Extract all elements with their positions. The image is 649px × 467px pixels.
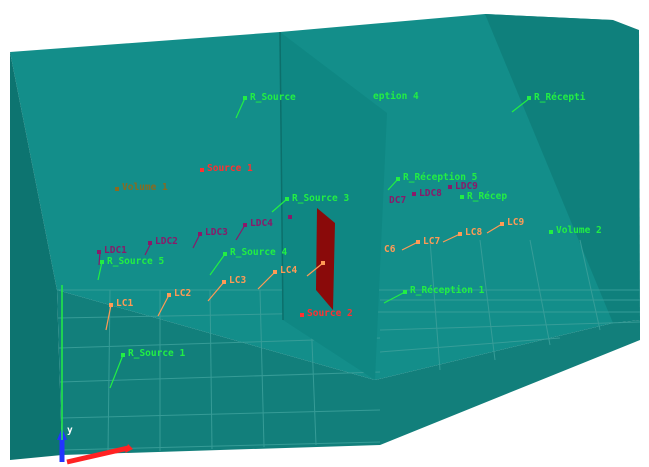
- label-lc7: LC7: [423, 236, 440, 247]
- label-ldc7: DC7: [389, 195, 406, 206]
- label-source-2: Source 2: [307, 308, 353, 319]
- label-volume-1: Volume 1: [122, 182, 168, 193]
- label-lc9: LC9: [507, 217, 524, 228]
- label-r-source-top: R_Source: [250, 92, 296, 103]
- label-lc6: C6: [384, 244, 396, 255]
- label-lc1: LC1: [116, 298, 133, 309]
- marker-connectors: [97, 97, 531, 389]
- label-r-reception-1: R_Réception 1: [410, 285, 485, 296]
- label-ldc3: LDC3: [205, 227, 228, 238]
- partition-edge: [279, 31, 284, 321]
- partition-wall: [280, 32, 387, 380]
- door-opening: [316, 208, 335, 310]
- label-lc4: LC4: [280, 265, 297, 276]
- label-r-source-3: R_Source 3: [292, 193, 349, 204]
- label-r-source-4: R_Source 4: [230, 247, 287, 258]
- label-lc2: LC2: [174, 288, 191, 299]
- label-lc8: LC8: [465, 227, 482, 238]
- label-reception-4: eption 4: [373, 91, 419, 102]
- label-lc3: LC3: [229, 275, 246, 286]
- axis-y-label: y: [67, 425, 73, 436]
- label-ldc8: LDC8: [419, 188, 442, 199]
- x-axis-line: [66, 445, 129, 465]
- marker-dots: [97, 96, 553, 357]
- label-r-source-5: R_Source 5: [107, 256, 164, 267]
- label-ldc4: LDC4: [250, 218, 273, 229]
- left-wall: [10, 52, 62, 460]
- label-source-1: Source 1: [207, 163, 253, 174]
- right-wall: [485, 14, 640, 323]
- label-ldc9: LDC9: [455, 181, 478, 192]
- label-ldc2: LDC2: [155, 236, 178, 247]
- label-r-reception-5: R_Réception 5: [403, 172, 478, 183]
- label-r-reception-top-right: R_Récepti: [534, 92, 586, 103]
- label-r-recep: R_Récep: [467, 191, 507, 202]
- label-r-source-1: R_Source 1: [128, 348, 185, 359]
- x-axis-arrow: [125, 444, 133, 453]
- label-ldc1: LDC1: [104, 245, 127, 256]
- label-volume-2: Volume 2: [556, 225, 602, 236]
